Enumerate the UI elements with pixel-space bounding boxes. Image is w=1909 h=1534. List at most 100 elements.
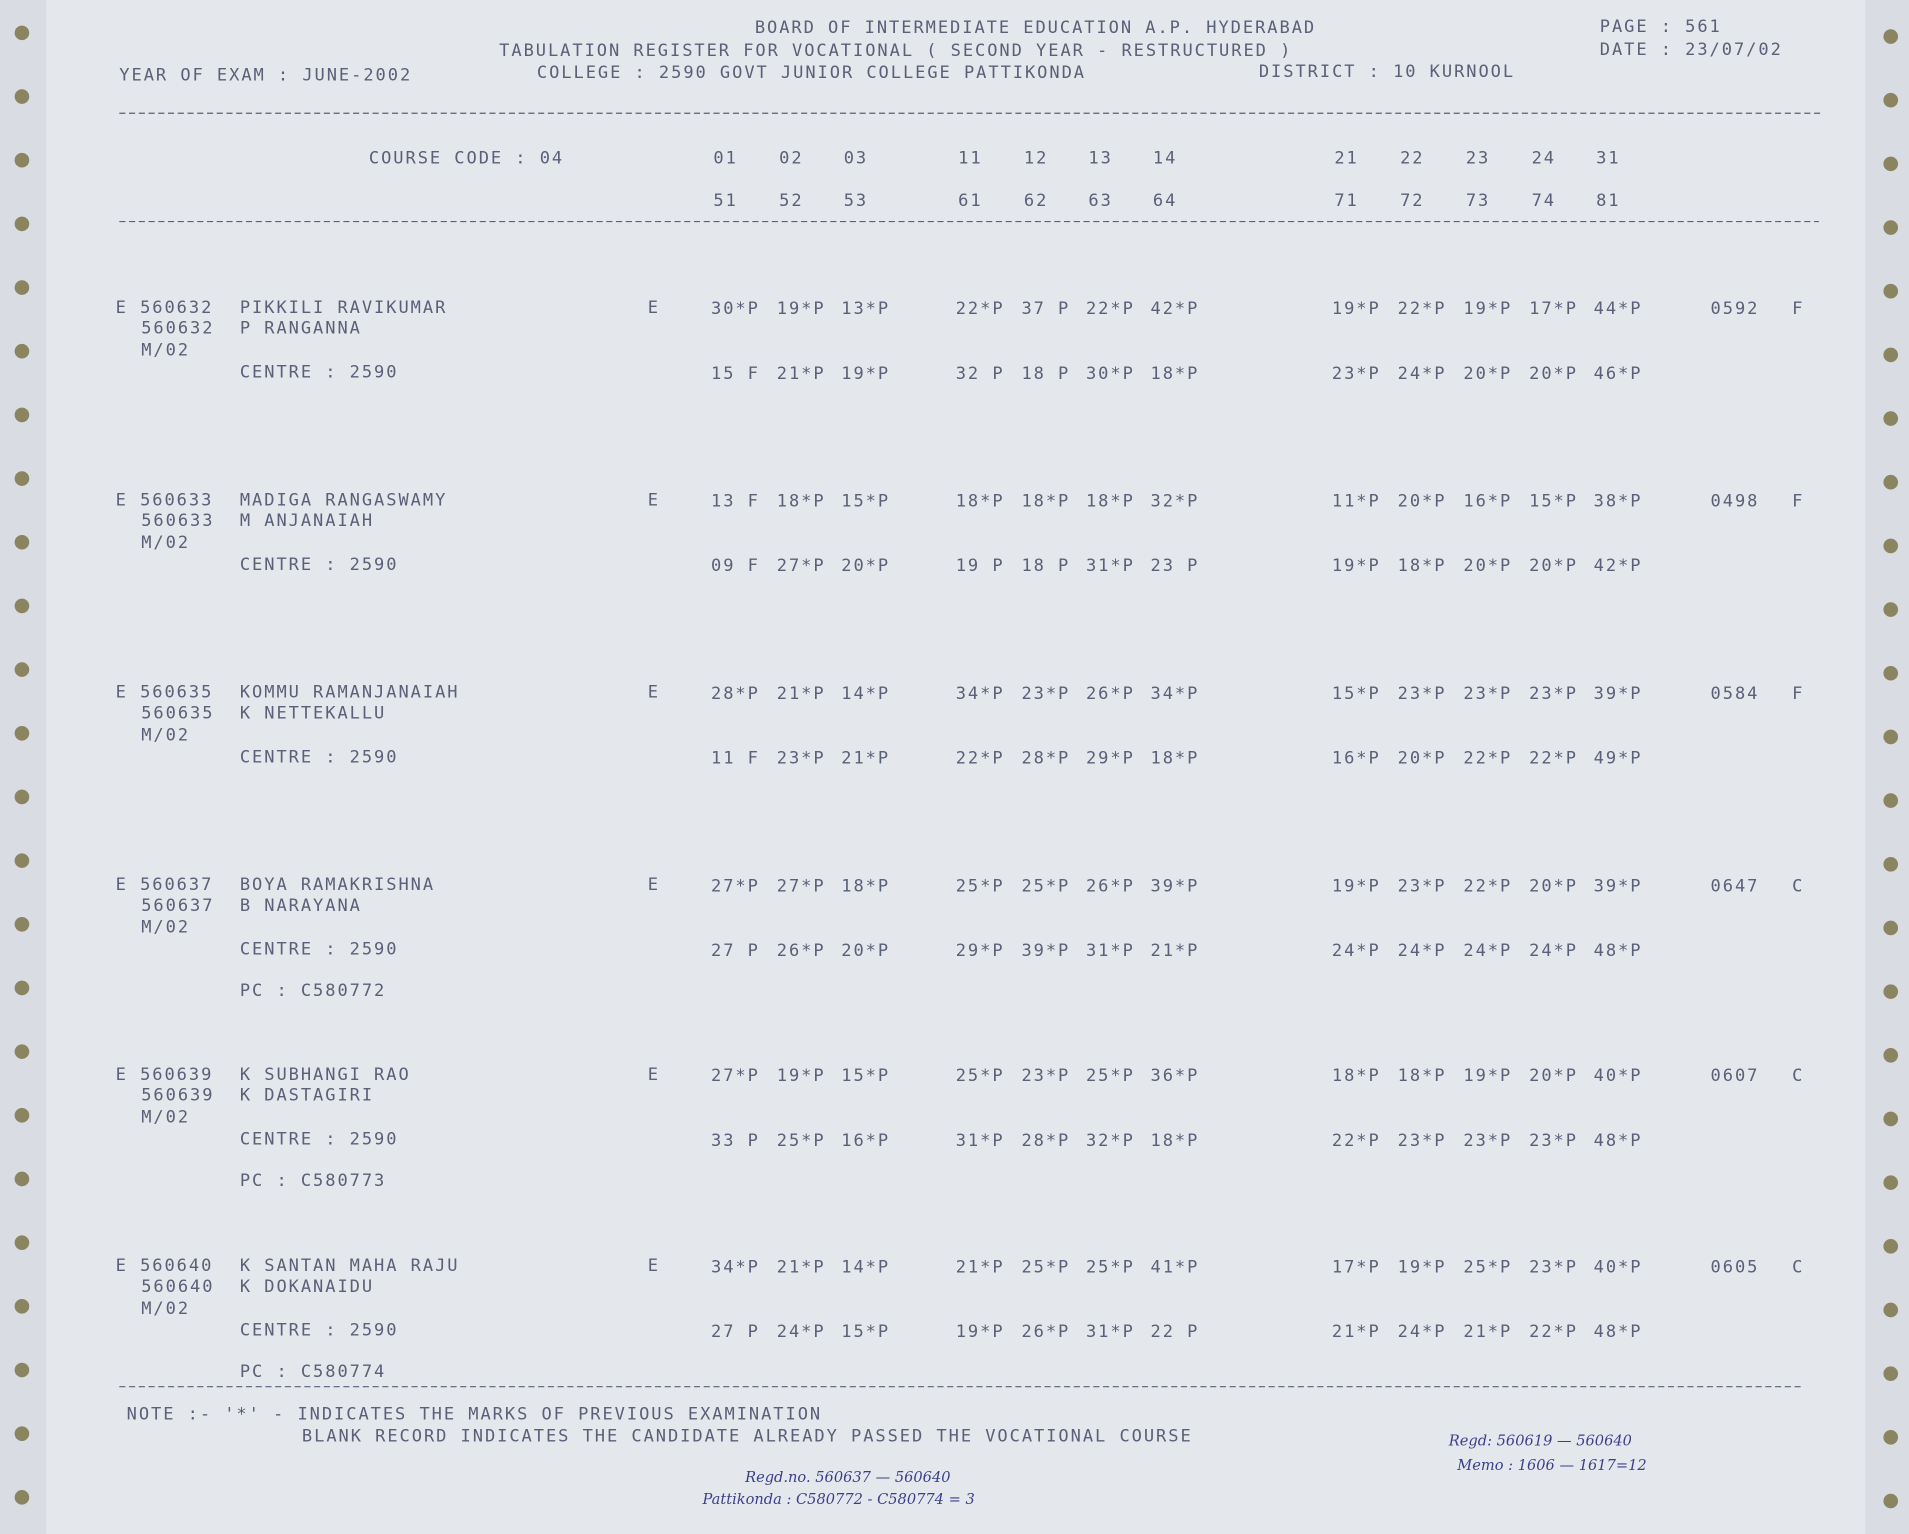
mark: 11 F (711, 748, 760, 768)
sprocket-hole (14, 1044, 30, 1059)
centre: CENTRE : 2590 (240, 747, 399, 767)
roll-number: E 560640 (116, 1256, 214, 1276)
subject-code: 13 (1088, 148, 1112, 168)
sprocket-hole (1883, 1239, 1899, 1254)
mark: 18*P (1332, 1066, 1381, 1086)
subject-code: 81 (1596, 191, 1620, 211)
medium: E (648, 875, 660, 895)
mark: 21*P (777, 364, 826, 384)
mark: 20*P (1463, 364, 1512, 384)
header-line: TABULATION REGISTER FOR VOCATIONAL ( SEC… (499, 41, 1292, 61)
mark: 18*P (1086, 492, 1135, 512)
mark: 28*P (1021, 1131, 1070, 1151)
sprocket-hole (14, 662, 30, 677)
subject-code: 53 (844, 191, 868, 211)
mark: 19*P (1332, 299, 1381, 319)
sprocket-hole (1883, 1047, 1899, 1063)
mark: 16*P (1332, 748, 1381, 768)
sprocket-hole (1883, 602, 1899, 617)
subject-code: 02 (779, 148, 803, 168)
mark: 25*P (1021, 876, 1070, 896)
result: F (1792, 492, 1804, 512)
reg-number: 560639 (141, 1086, 214, 1106)
mark: 16*P (1463, 492, 1512, 512)
margin-strip (0, 0, 47, 1534)
sprocket-hole (1883, 729, 1899, 745)
mark: 21*P (956, 1257, 1005, 1277)
mark: 13*P (841, 299, 890, 319)
medium: E (648, 1065, 660, 1085)
subject-code: 23 (1466, 148, 1490, 168)
exam-month: M/02 (141, 1299, 190, 1319)
mark: 27*P (777, 556, 826, 576)
sprocket-hole (1883, 538, 1899, 554)
mark: 27*P (711, 876, 760, 896)
subject-code: 31 (1596, 148, 1620, 168)
mark: 34*P (1151, 684, 1200, 704)
subject-code: 24 (1532, 148, 1556, 168)
header-line: DATE : 23/07/02 (1600, 40, 1783, 60)
pc-number: PC : C580773 (240, 1171, 386, 1191)
mark: 21*P (1463, 1322, 1512, 1342)
mark: 24*P (1529, 941, 1578, 961)
sprocket-hole (14, 280, 30, 295)
mark: 14*P (841, 1257, 890, 1277)
mark: 19*P (1463, 299, 1512, 319)
result: F (1792, 684, 1804, 704)
note: BLANK RECORD INDICATES THE CANDIDATE ALR… (302, 1427, 1193, 1447)
total: 0592 (1711, 299, 1760, 319)
subject-code: 72 (1400, 191, 1424, 211)
sprocket-hole (1883, 984, 1899, 999)
mark: 18*P (1398, 1066, 1447, 1086)
medium: E (648, 298, 660, 318)
candidate-name: K SUBHANGI RAO (240, 1065, 411, 1085)
medium: E (648, 490, 660, 510)
subject-code: 03 (844, 148, 868, 168)
mark: 18*P (1021, 492, 1070, 512)
subject-code: 51 (713, 191, 737, 211)
mark: 29*P (956, 941, 1005, 961)
mark: 39*P (1021, 941, 1070, 961)
total: 0647 (1711, 876, 1760, 896)
mark: 20*P (841, 556, 890, 576)
reg-number: 560640 (141, 1277, 214, 1297)
mark: 31*P (1086, 556, 1135, 576)
handwritten-note: Regd: 560619 — 560640 (1448, 1432, 1632, 1449)
sprocket-hole (14, 25, 30, 41)
mark: 41*P (1151, 1257, 1200, 1277)
mark: 22*P (1529, 748, 1578, 768)
mark: 23*P (1463, 684, 1512, 704)
header-line: YEAR OF EXAM : JUNE-2002 (119, 65, 412, 85)
mark: 24*P (1398, 364, 1447, 384)
sprocket-hole (14, 1362, 30, 1378)
mark: 23*P (1398, 1131, 1447, 1151)
mark: 42*P (1594, 556, 1643, 576)
sprocket-hole (1883, 347, 1899, 363)
mark: 20*P (1529, 556, 1578, 576)
sprocket-hole (14, 471, 30, 486)
roll-number: E 560633 (116, 490, 214, 510)
mark: 21*P (841, 748, 890, 768)
mark: 22*P (1529, 1322, 1578, 1342)
sprocket-hole (1883, 156, 1899, 172)
mark: 25*P (1086, 1066, 1135, 1086)
sprocket-hole (1883, 474, 1899, 490)
subject-code: 63 (1088, 191, 1112, 211)
header-line: COLLEGE : 2590 GOVT JUNIOR COLLEGE PATTI… (537, 63, 1086, 83)
father-name: P RANGANNA (240, 319, 362, 339)
mark: 18 P (1021, 556, 1070, 576)
mark: 18*P (1151, 748, 1200, 768)
mark: 24*P (1398, 941, 1447, 961)
note: NOTE :- '*' - INDICATES THE MARKS OF PRE… (127, 1405, 823, 1425)
reg-number: 560632 (141, 319, 214, 339)
sprocket-hole (14, 1490, 30, 1505)
pc-number: PC : C580774 (240, 1362, 386, 1382)
reg-number: 560635 (141, 703, 214, 723)
mark: 31*P (956, 1131, 1005, 1151)
mark: 32 P (956, 364, 1005, 384)
sprocket-hole (1883, 856, 1899, 872)
mark: 25*P (1086, 1257, 1135, 1277)
sprocket-hole (1883, 220, 1899, 235)
roll-number: E 560632 (116, 298, 214, 318)
